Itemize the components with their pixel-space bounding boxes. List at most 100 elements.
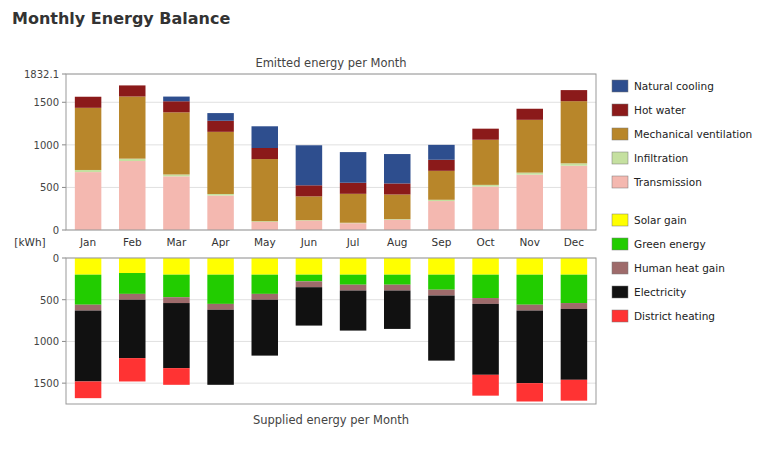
bar-segment bbox=[119, 300, 146, 358]
x-tick-label: Apr bbox=[211, 236, 230, 248]
bar-segment bbox=[384, 183, 411, 194]
bar-segment bbox=[517, 275, 544, 305]
bar-segment bbox=[163, 112, 190, 174]
bar-segment bbox=[296, 196, 323, 220]
x-tick-label: Jul bbox=[346, 236, 360, 248]
bar-segment bbox=[163, 368, 190, 385]
y-tick bbox=[62, 341, 66, 342]
bar-segment bbox=[207, 132, 234, 194]
y-tick bbox=[62, 187, 66, 188]
chart-title: Emitted energy per Month bbox=[255, 56, 406, 70]
bar-segment bbox=[384, 154, 411, 183]
y-tick bbox=[62, 383, 66, 384]
bar-segment bbox=[207, 310, 234, 385]
y-tick-label: 1000 bbox=[34, 336, 59, 347]
bar-segment bbox=[207, 275, 234, 304]
legend-label: Green energy bbox=[634, 238, 706, 250]
x-tick-label: May bbox=[254, 236, 276, 248]
bar-segment bbox=[472, 185, 499, 187]
bars bbox=[75, 85, 587, 230]
plot-frame bbox=[66, 74, 596, 230]
main-title: Monthly Energy Balance bbox=[12, 9, 230, 28]
bar-segment bbox=[472, 375, 499, 396]
legend-swatch bbox=[612, 176, 628, 188]
legend-swatch bbox=[612, 80, 628, 92]
bar-segment bbox=[340, 194, 367, 223]
x-axis-label: Supplied energy per Month bbox=[253, 413, 409, 427]
x-tick-label: Jan bbox=[79, 236, 96, 248]
legend-swatch bbox=[612, 310, 628, 322]
legend: Natural coolingHot waterMechanical venti… bbox=[612, 80, 752, 322]
legend-swatch bbox=[612, 214, 628, 226]
bar-segment bbox=[561, 163, 588, 165]
background bbox=[0, 0, 772, 455]
bar-segment bbox=[75, 305, 102, 311]
chart: Monthly Energy Balance0500100015001832.1… bbox=[0, 0, 772, 455]
bar-segment bbox=[340, 152, 367, 183]
bar-segment bbox=[163, 97, 190, 102]
bar-segment bbox=[428, 145, 455, 160]
x-tick-label: Jun bbox=[300, 236, 317, 248]
bar-segment bbox=[207, 194, 234, 196]
plot-area bbox=[66, 74, 596, 230]
legend-swatch bbox=[612, 128, 628, 140]
bar-segment bbox=[472, 275, 499, 298]
y-tick bbox=[62, 144, 66, 145]
bar-segment bbox=[384, 291, 411, 329]
bar-segment bbox=[517, 173, 544, 175]
bar-segment bbox=[428, 290, 455, 296]
bar-segment bbox=[472, 140, 499, 185]
bar-segment bbox=[75, 96, 102, 97]
y-tick-label: 500 bbox=[40, 182, 59, 193]
bar-segment bbox=[472, 258, 499, 275]
y-tick-label: 1832.1 bbox=[24, 69, 59, 80]
bar-segment bbox=[75, 381, 102, 398]
bar-segment bbox=[252, 300, 279, 356]
bar-segment bbox=[340, 275, 367, 285]
bar-segment bbox=[119, 85, 146, 96]
legend-label: Electricity bbox=[634, 286, 686, 298]
bar-segment bbox=[252, 126, 279, 148]
bar-segment bbox=[296, 258, 323, 275]
bar-segment bbox=[296, 221, 323, 230]
bar-segment bbox=[163, 174, 190, 176]
bar-segment bbox=[517, 120, 544, 173]
bar-segment bbox=[75, 258, 102, 275]
bar-segment bbox=[119, 294, 146, 300]
bar-segment bbox=[296, 145, 323, 185]
bar-segment bbox=[340, 223, 367, 230]
plot-area bbox=[66, 258, 596, 404]
legend-label: Natural cooling bbox=[634, 80, 714, 92]
bar-segment bbox=[119, 358, 146, 381]
y-tick-label: 500 bbox=[40, 295, 59, 306]
x-tick-label: Aug bbox=[387, 236, 408, 248]
bar-segment bbox=[384, 328, 411, 329]
bar-segment bbox=[252, 275, 279, 294]
bar-segment bbox=[163, 303, 190, 368]
bar-segment bbox=[472, 304, 499, 375]
bar-segment bbox=[207, 121, 234, 132]
bar-segment bbox=[561, 101, 588, 163]
y-tick bbox=[62, 299, 66, 300]
y-tick bbox=[62, 258, 66, 259]
bar-segment bbox=[428, 171, 455, 200]
x-tick-label: Mar bbox=[167, 236, 187, 248]
legend-label: Mechanical ventilation bbox=[634, 128, 752, 140]
bar-segment bbox=[163, 275, 190, 298]
bar-segment bbox=[517, 175, 544, 230]
bar-segment bbox=[296, 325, 323, 326]
legend-swatch bbox=[612, 262, 628, 274]
plot-frame bbox=[66, 258, 596, 404]
bar-segment bbox=[428, 258, 455, 275]
legend-swatch bbox=[612, 238, 628, 250]
bar-segment bbox=[340, 330, 367, 331]
bar-segment bbox=[75, 172, 102, 230]
bar-segment bbox=[428, 160, 455, 171]
bar-segment bbox=[428, 360, 455, 361]
bar-segment bbox=[252, 258, 279, 275]
bar-segment bbox=[296, 185, 323, 196]
bar-segment bbox=[517, 258, 544, 275]
legend-label: Solar gain bbox=[634, 214, 687, 226]
bar-segment bbox=[75, 170, 102, 172]
bar-segment bbox=[384, 194, 411, 219]
